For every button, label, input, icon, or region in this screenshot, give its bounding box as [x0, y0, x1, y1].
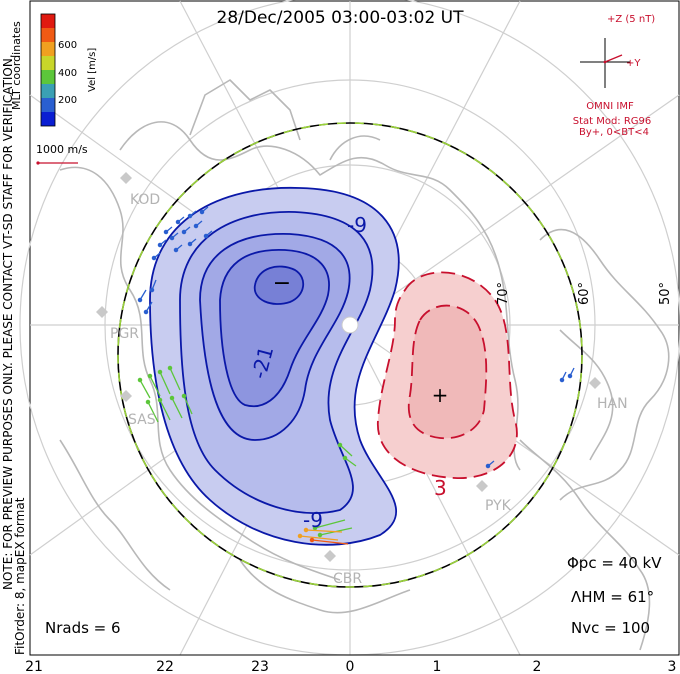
contour-label-neg-bottom: -9 — [303, 508, 323, 532]
latitude-label-70: 70° — [496, 282, 511, 305]
station-han: HAN — [597, 396, 628, 412]
mlt-tick-22: 22 — [156, 659, 174, 674]
mlt-axis: 21 22 23 0 1 2 3 — [25, 654, 679, 674]
potential-max-marker: + — [432, 383, 449, 407]
station-pgr: PGR — [110, 326, 139, 342]
hm-boundary-green — [117, 122, 583, 588]
station-pyk: PYK — [485, 498, 512, 514]
mlt-tick-2: 2 — [533, 659, 542, 674]
contour-label-pos: 3 — [434, 476, 447, 500]
latitude-label-50: 50° — [658, 282, 673, 305]
colorbar-label: Vel [m/s] — [87, 48, 98, 92]
colorbar-tick-400: 400 — [58, 68, 77, 79]
mlt-tick-0: 0 — [346, 659, 355, 674]
pole-marker — [341, 316, 359, 334]
imf-y-label: +Y — [626, 58, 641, 69]
dawn-convection-cell — [377, 271, 518, 479]
stat-n-vc: Nvc = 100 — [571, 619, 650, 637]
station-kod: KOD — [130, 192, 160, 208]
station-sas: SAS — [128, 412, 156, 428]
mlt-tick-21: 21 — [25, 659, 43, 674]
coordinate-system-label: MLT coordinates — [10, 21, 23, 110]
mlt-tick-1: 1 — [433, 659, 442, 674]
fit-order-note: FitOrder: 8, mapEX format — [13, 497, 27, 655]
imf-source: OMNI IMF — [586, 101, 634, 112]
velocity-scale-label: 1000 m/s — [36, 143, 88, 156]
colorbar-tick-200: 200 — [58, 95, 77, 106]
colorbar-tick-600: 600 — [58, 40, 77, 51]
imf-z-label: +Z (5 nT) — [607, 14, 655, 25]
velocity-vectors — [137, 206, 575, 545]
stat-n-rads: Nrads = 6 — [45, 619, 121, 637]
stat-model: Stat Mod: RG96 — [573, 116, 652, 127]
potential-min-marker: − — [273, 271, 291, 296]
preview-note: NOTE: FOR PREVIEW PURPOSES ONLY. PLEASE … — [1, 54, 15, 590]
station-cbr: CBR — [333, 571, 362, 587]
radar-stations: KOD PGR SAS CBR HAN PYK — [96, 172, 628, 587]
dusk-convection-cell — [149, 186, 400, 546]
contour-label-neg-top: -9 — [347, 213, 367, 237]
mlt-tick-23: 23 — [251, 659, 269, 674]
imf-condition: By+, 0<BT<4 — [579, 127, 649, 138]
imf-dial — [580, 38, 630, 88]
map-title: 28/Dec/2005 03:00-03:02 UT — [216, 8, 464, 28]
stat-lambda-hm: ΛHM = 61° — [571, 588, 654, 606]
velocity-scale-dot — [36, 161, 40, 165]
stat-phi-pc: Φpc = 40 kV — [567, 554, 662, 572]
latitude-label-60: 60° — [577, 282, 592, 305]
mlt-tick-3: 3 — [668, 659, 677, 674]
velocity-colorbar: 600 400 200 Vel [m/s] — [40, 13, 98, 127]
